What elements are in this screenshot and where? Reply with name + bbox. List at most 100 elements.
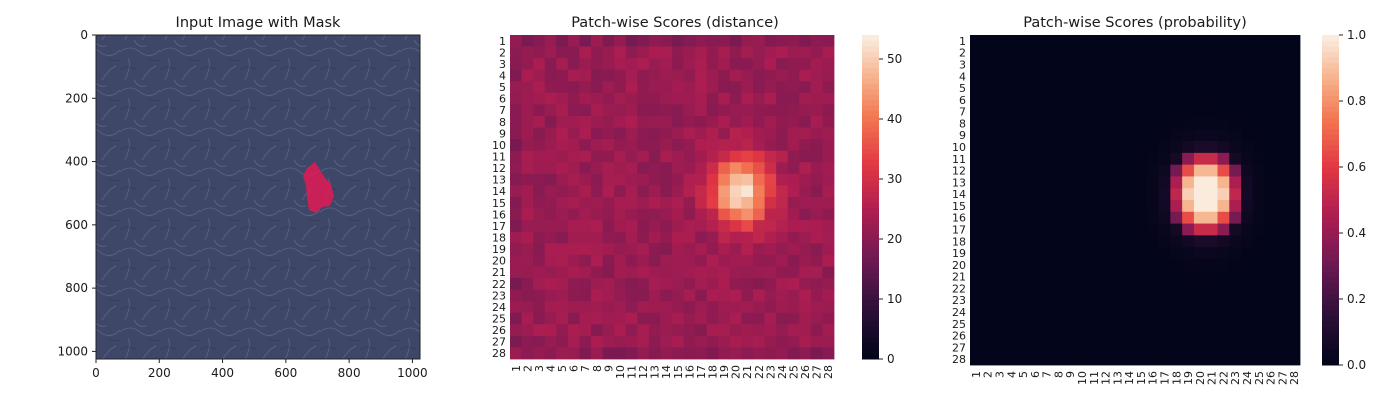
heatmap-cell bbox=[1252, 200, 1266, 213]
heatmap-cell bbox=[810, 104, 823, 117]
heatmap-cell bbox=[706, 69, 719, 82]
colorbar-segment bbox=[1322, 40, 1339, 47]
heatmap-cell bbox=[1264, 294, 1277, 307]
colorbar-segment bbox=[862, 175, 879, 182]
heatmap-cell bbox=[556, 92, 569, 105]
heatmap-cell bbox=[1099, 317, 1112, 331]
heatmap-cell bbox=[567, 162, 580, 175]
heatmap-cell bbox=[1017, 235, 1030, 248]
row-label: 12 bbox=[492, 162, 506, 175]
colorbar-segment bbox=[862, 332, 879, 338]
col-label: 23 bbox=[764, 365, 777, 379]
heatmap-cell bbox=[683, 150, 696, 163]
y-tick-label: 800 bbox=[65, 281, 88, 295]
heatmap-cell bbox=[1111, 317, 1124, 331]
heatmap-cell bbox=[1182, 235, 1195, 248]
heatmap-cell bbox=[822, 231, 835, 244]
colorbar-segment bbox=[862, 51, 879, 58]
row-label: 27 bbox=[492, 336, 506, 349]
heatmap-cell bbox=[1040, 46, 1053, 59]
heatmap-cell bbox=[1076, 70, 1089, 83]
heatmap-cell bbox=[764, 104, 777, 117]
heatmap-cell bbox=[1005, 117, 1018, 130]
heatmap-cell bbox=[1158, 353, 1171, 366]
heatmap-cell bbox=[993, 235, 1006, 248]
heatmap-cell bbox=[544, 254, 557, 267]
heatmap-cell bbox=[637, 231, 650, 244]
heatmap-cell bbox=[1028, 223, 1042, 236]
heatmap-cell bbox=[970, 46, 983, 59]
heatmap-cell bbox=[799, 243, 812, 256]
heatmap-cell bbox=[544, 92, 557, 105]
heatmap-cell bbox=[822, 243, 835, 256]
heatmap-cell bbox=[1146, 58, 1159, 71]
heatmap-cell bbox=[672, 324, 684, 337]
heatmap-cell bbox=[660, 81, 673, 94]
heatmap-cell bbox=[1288, 258, 1301, 272]
heatmap-cell bbox=[1005, 93, 1018, 107]
heatmap-cell bbox=[1193, 93, 1207, 107]
heatmap-cell bbox=[1252, 306, 1266, 319]
heatmap-cell bbox=[1276, 329, 1289, 342]
heatmap-cell bbox=[741, 254, 754, 267]
heatmap-cell bbox=[544, 69, 557, 82]
col-label: 14 bbox=[1123, 371, 1136, 385]
heatmap-cell bbox=[1241, 317, 1254, 331]
col-label: 10 bbox=[614, 365, 627, 379]
heatmap-cell bbox=[1064, 258, 1077, 272]
heatmap-cell bbox=[970, 353, 983, 366]
heatmap-cell bbox=[764, 312, 777, 325]
heatmap-cell bbox=[970, 258, 983, 272]
heatmap-cell bbox=[1229, 70, 1242, 83]
heatmap-cell bbox=[625, 173, 638, 186]
heatmap-cell bbox=[1264, 306, 1277, 319]
heatmap-cell bbox=[822, 289, 835, 302]
heatmap-cell bbox=[1288, 164, 1301, 177]
heatmap-cell bbox=[672, 35, 684, 47]
heatmap-cell bbox=[591, 266, 603, 279]
heatmap-cell bbox=[660, 231, 673, 244]
y-tick-label: 600 bbox=[65, 218, 88, 232]
heatmap-cell bbox=[544, 104, 557, 117]
heatmap-cell bbox=[1076, 35, 1089, 48]
heatmap-cell bbox=[660, 104, 673, 117]
col-label: 28 bbox=[1288, 371, 1301, 385]
heatmap-cell bbox=[683, 243, 696, 256]
heatmap-cell bbox=[810, 58, 823, 71]
heatmap-cell bbox=[993, 58, 1006, 71]
heatmap-cell bbox=[741, 197, 754, 209]
heatmap-cell bbox=[544, 301, 557, 314]
heatmap-cell bbox=[981, 317, 994, 331]
heatmap-cell bbox=[1276, 294, 1289, 307]
heatmap-cell bbox=[1087, 188, 1101, 201]
heatmap-cell bbox=[1135, 200, 1148, 213]
heatmap-cell bbox=[1146, 117, 1159, 130]
heatmap-cell bbox=[970, 70, 983, 83]
heatmap-cell bbox=[544, 243, 557, 256]
colorbar-segment bbox=[862, 207, 879, 214]
heatmap-cell bbox=[1241, 93, 1254, 107]
colorbar-segment bbox=[862, 310, 879, 317]
heatmap-cell bbox=[1205, 164, 1218, 177]
heatmap-cell bbox=[729, 335, 742, 348]
heatmap-cell bbox=[1028, 164, 1042, 177]
heatmap-cell bbox=[1182, 306, 1195, 319]
heatmap-cell bbox=[1182, 117, 1195, 130]
heatmap-cell bbox=[614, 127, 627, 140]
heatmap-cell bbox=[614, 347, 627, 360]
colorbar-segment bbox=[1322, 156, 1339, 162]
heatmap-cell bbox=[1170, 188, 1183, 201]
heatmap-cell bbox=[625, 116, 638, 128]
colorbar-segment bbox=[1322, 178, 1339, 184]
colorbar-segment bbox=[862, 110, 879, 117]
heatmap-cell bbox=[1264, 270, 1277, 283]
heatmap-cell bbox=[1111, 58, 1124, 71]
heatmap-cell bbox=[706, 127, 719, 140]
heatmap-cell bbox=[637, 185, 650, 198]
heatmap-cell bbox=[1241, 152, 1254, 166]
heatmap-cell bbox=[683, 173, 696, 186]
heatmap-cell bbox=[776, 254, 789, 267]
heatmap-cell bbox=[1087, 200, 1101, 213]
heatmap-cell bbox=[787, 46, 800, 59]
heatmap-cell bbox=[718, 127, 731, 140]
